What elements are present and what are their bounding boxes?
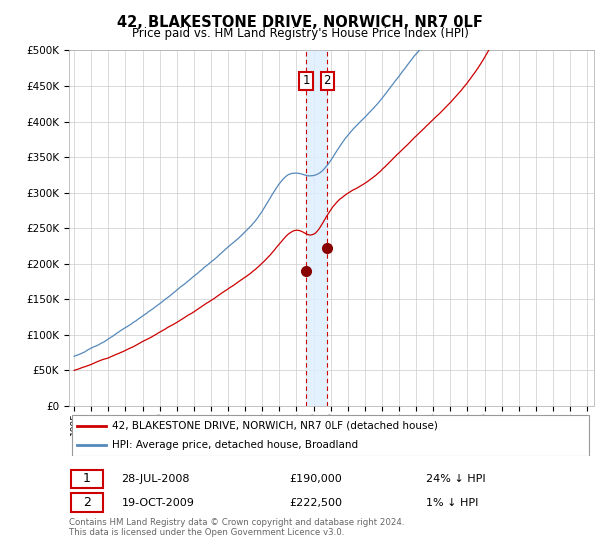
Text: Price paid vs. HM Land Registry's House Price Index (HPI): Price paid vs. HM Land Registry's House …	[131, 27, 469, 40]
Text: 1% ↓ HPI: 1% ↓ HPI	[426, 497, 478, 507]
Text: £222,500: £222,500	[290, 497, 343, 507]
Text: HPI: Average price, detached house, Broadland: HPI: Average price, detached house, Broa…	[112, 440, 358, 450]
Text: 1: 1	[83, 473, 91, 486]
Text: 19-OCT-2009: 19-OCT-2009	[121, 497, 194, 507]
Text: £190,000: £190,000	[290, 474, 342, 484]
FancyBboxPatch shape	[71, 416, 589, 456]
FancyBboxPatch shape	[71, 493, 103, 512]
Text: 2: 2	[83, 496, 91, 509]
Text: 24% ↓ HPI: 24% ↓ HPI	[426, 474, 485, 484]
Text: 2: 2	[323, 74, 331, 87]
Bar	[306, 50, 327, 406]
Text: Contains HM Land Registry data © Crown copyright and database right 2024.
This d: Contains HM Land Registry data © Crown c…	[69, 518, 404, 538]
FancyBboxPatch shape	[71, 470, 103, 488]
Text: 28-JUL-2008: 28-JUL-2008	[121, 474, 190, 484]
Text: 1: 1	[302, 74, 310, 87]
Text: 42, BLAKESTONE DRIVE, NORWICH, NR7 0LF (detached house): 42, BLAKESTONE DRIVE, NORWICH, NR7 0LF (…	[112, 421, 438, 431]
Text: 42, BLAKESTONE DRIVE, NORWICH, NR7 0LF: 42, BLAKESTONE DRIVE, NORWICH, NR7 0LF	[117, 15, 483, 30]
